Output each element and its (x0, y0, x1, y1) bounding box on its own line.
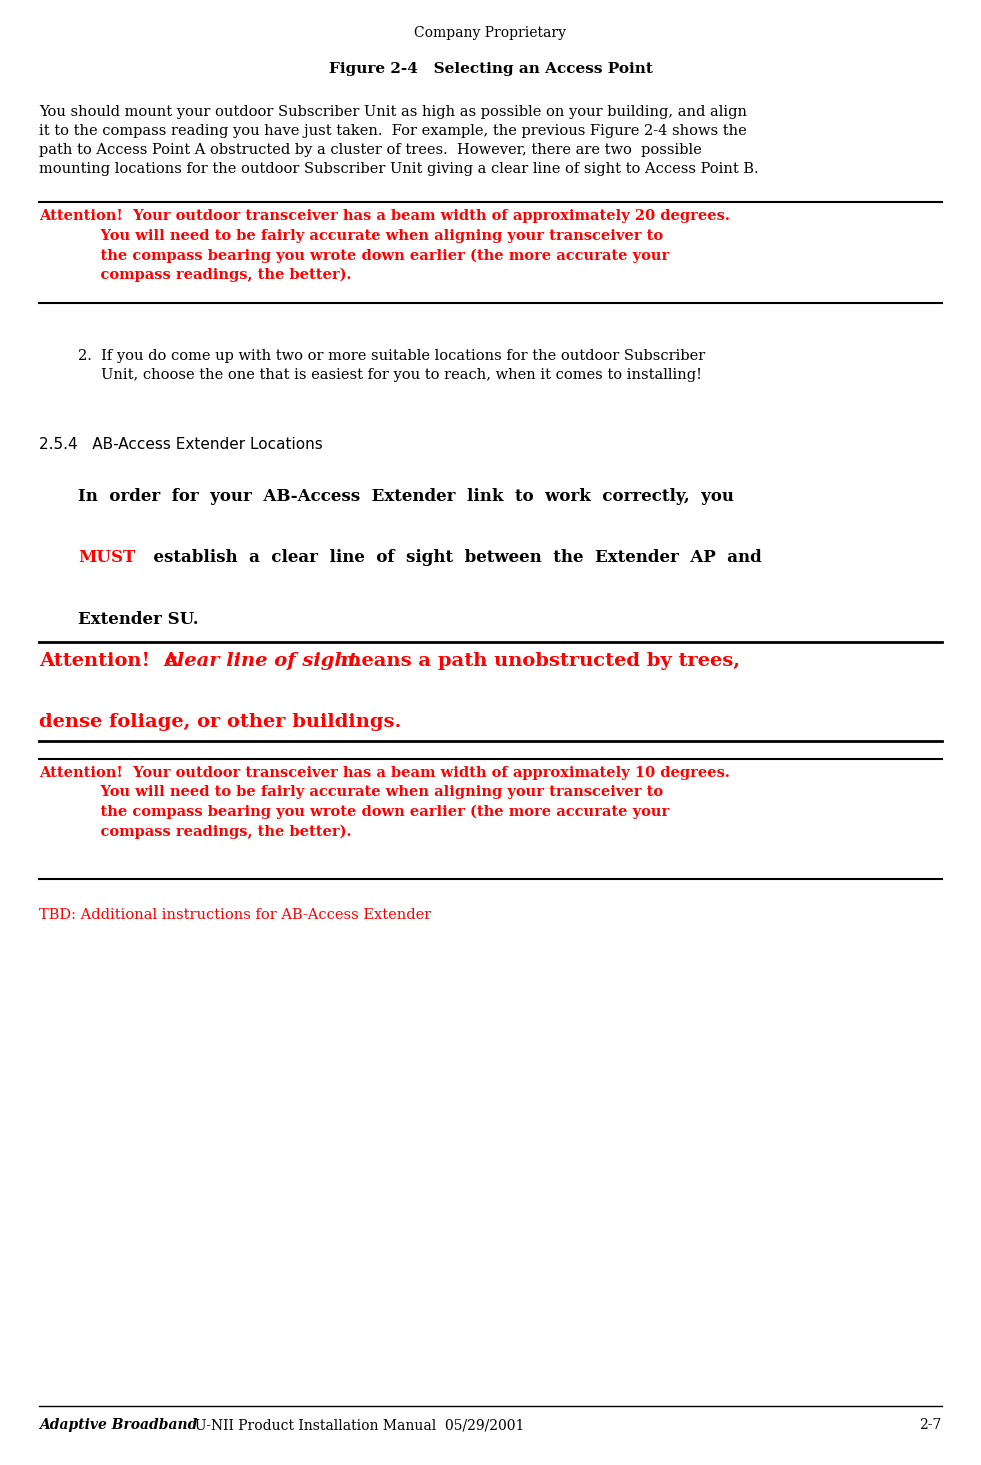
Text: Extender SU.: Extender SU. (78, 611, 199, 628)
Text: 2.5.4   AB-Access Extender Locations: 2.5.4 AB-Access Extender Locations (39, 437, 323, 451)
Text: Company Proprietary: Company Proprietary (415, 26, 566, 41)
Text: clear line of sight: clear line of sight (165, 652, 357, 670)
Text: TBD: Additional instructions for AB-Access Extender: TBD: Additional instructions for AB-Acce… (39, 908, 432, 923)
Text: Attention!  A: Attention! A (39, 652, 185, 670)
Text: 2.  If you do come up with two or more suitable locations for the outdoor Subscr: 2. If you do come up with two or more su… (78, 349, 705, 381)
Text: Adaptive Broadband: Adaptive Broadband (39, 1418, 197, 1433)
Text: U-NII Product Installation Manual  05/29/2001: U-NII Product Installation Manual 05/29/… (186, 1418, 525, 1433)
Text: establish  a  clear  line  of  sight  between  the  Extender  AP  and: establish a clear line of sight between … (142, 549, 762, 567)
Text: means a path unobstructed by trees,: means a path unobstructed by trees, (334, 652, 740, 670)
Text: In  order  for  your  AB-Access  Extender  link  to  work  correctly,  you: In order for your AB-Access Extender lin… (78, 488, 735, 505)
Text: Attention!  Your outdoor transceiver has a beam width of approximately 10 degree: Attention! Your outdoor transceiver has … (39, 766, 730, 839)
Text: 2-7: 2-7 (919, 1418, 942, 1433)
Text: dense foliage, or other buildings.: dense foliage, or other buildings. (39, 713, 401, 731)
Text: Attention!  Your outdoor transceiver has a beam width of approximately 20 degree: Attention! Your outdoor transceiver has … (39, 209, 730, 283)
Text: You should mount your outdoor Subscriber Unit as high as possible on your buildi: You should mount your outdoor Subscriber… (39, 105, 759, 176)
Text: Figure 2-4   Selecting an Access Point: Figure 2-4 Selecting an Access Point (329, 62, 652, 76)
Text: MUST: MUST (78, 549, 135, 567)
